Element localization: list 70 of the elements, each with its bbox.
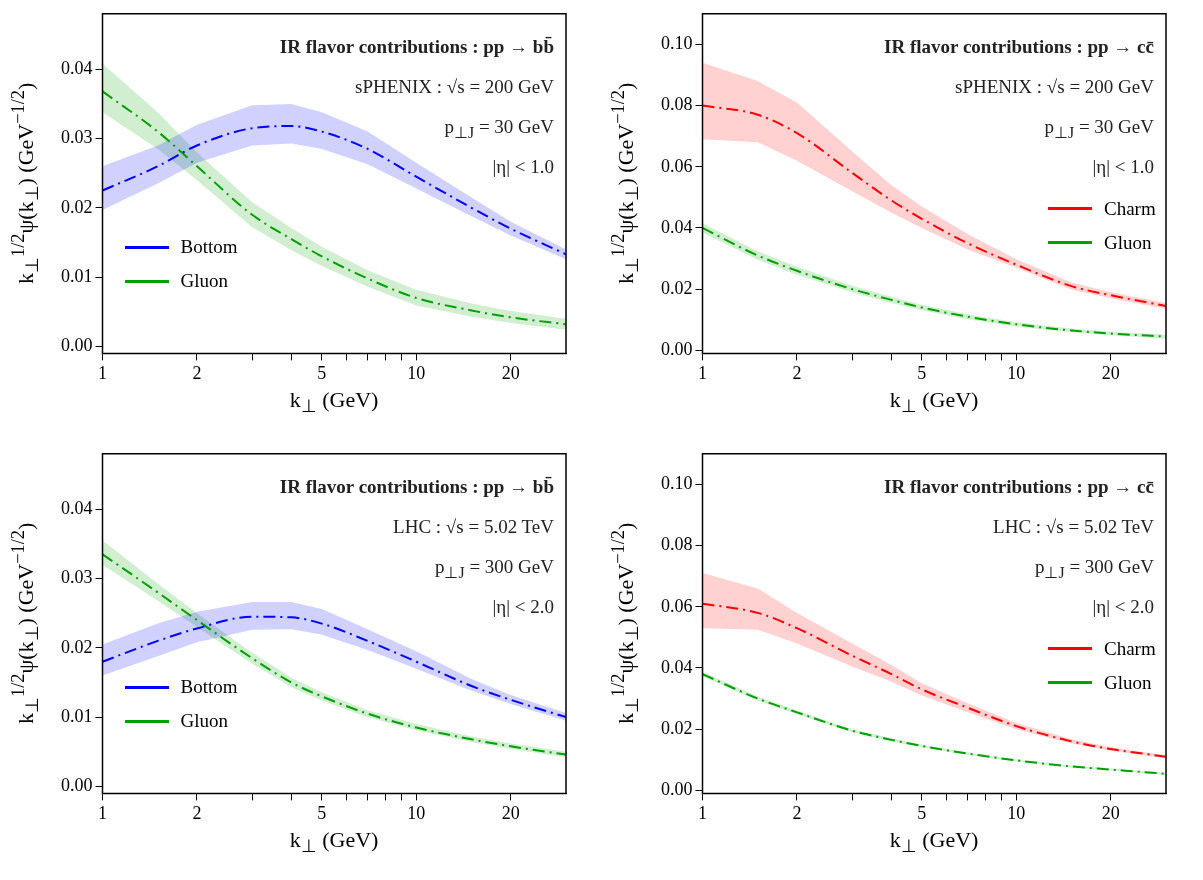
legend-label: Bottom	[180, 236, 238, 259]
x-tick-label: 2	[192, 802, 202, 823]
y-tick-label: 0.00	[661, 779, 693, 800]
legend-label: Charm	[1104, 197, 1156, 220]
x-tick-label: 2	[792, 362, 802, 383]
y-tick-label: 0.00	[61, 335, 93, 356]
legend-label: Charm	[1104, 637, 1156, 660]
x-tick-label: 20	[1101, 802, 1120, 823]
text: IR flavor contributions : pp → cc̄	[884, 35, 1154, 58]
x-tick-label: 5	[317, 802, 327, 823]
y-tick-label: 0.03	[61, 127, 93, 148]
annotation: LHC : √s = 5.02 TeV	[393, 515, 554, 538]
x-axis-title: k$_{⊥}$ (GeV)	[889, 827, 979, 858]
y-tick-label: 0.04	[661, 216, 693, 237]
y-tick-label: 0.06	[661, 155, 693, 176]
y-tick-label: 0.01	[61, 705, 93, 726]
y-tick-label: 0.10	[661, 473, 693, 494]
annotation: p$_{⊥J}$ = 300 GeV	[434, 555, 554, 582]
y-tick-label: 0.04	[61, 57, 93, 78]
legend-label: Gluon	[180, 270, 228, 293]
x-tick-label: 10	[407, 802, 426, 823]
y-tick-label: 0.02	[61, 636, 93, 657]
y-tick-label: 0.04	[661, 656, 693, 677]
text: IR flavor contributions : pp → cc̄	[884, 475, 1154, 498]
y-tick-label: 0.02	[61, 196, 93, 217]
x-tick-label: 10	[1007, 802, 1026, 823]
x-tick-label: 1	[698, 362, 707, 383]
annotation: p$_{⊥J}$ = 30 GeV	[1044, 115, 1154, 142]
text: IR flavor contributions : pp → bb̄	[279, 475, 554, 498]
annotation: sPHENIX : √s = 200 GeV	[955, 75, 1154, 98]
x-tick-label: 10	[407, 362, 426, 383]
y-tick-label: 0.03	[61, 567, 93, 588]
x-tick-label: 5	[917, 802, 927, 823]
annotation: p$_{⊥J}$ = 300 GeV	[1034, 555, 1154, 582]
text: IR flavor contributions : pp → bb̄	[279, 35, 554, 58]
x-tick-label: 2	[192, 362, 202, 383]
x-axis-title: k$_{⊥}$ (GeV)	[289, 387, 379, 418]
x-tick-label: 2	[792, 802, 802, 823]
x-tick-label: 5	[317, 362, 327, 383]
annotation: LHC : √s = 5.02 TeV	[993, 515, 1154, 538]
y-tick-label: 0.01	[61, 265, 93, 286]
y-tick-label: 0.00	[661, 339, 693, 360]
y-tick-label: 0.02	[661, 717, 693, 738]
y-tick-label: 0.04	[61, 497, 93, 518]
x-tick-label: 20	[501, 362, 520, 383]
annotation: sPHENIX : √s = 200 GeV	[355, 75, 554, 98]
legend-label: Gluon	[1104, 231, 1152, 254]
x-axis-title: k$_{⊥}$ (GeV)	[289, 827, 379, 858]
legend-label: Bottom	[180, 676, 238, 699]
x-tick-label: 20	[1101, 362, 1120, 383]
y-tick-label: 0.02	[661, 277, 693, 298]
y-tick-label: 0.08	[661, 94, 693, 115]
legend-label: Gluon	[1104, 671, 1152, 694]
x-tick-label: 10	[1007, 362, 1026, 383]
x-tick-label: 5	[917, 362, 927, 383]
x-tick-label: 20	[501, 802, 520, 823]
y-tick-label: 0.10	[661, 33, 693, 54]
annotation: |η| < 1.0	[492, 155, 554, 178]
x-tick-label: 1	[698, 802, 707, 823]
x-tick-label: 1	[98, 362, 107, 383]
y-tick-label: 0.00	[61, 775, 93, 796]
annotation: |η| < 2.0	[1092, 595, 1154, 618]
y-tick-label: 0.06	[661, 595, 693, 616]
x-tick-label: 1	[98, 802, 107, 823]
annotation: |η| < 2.0	[492, 595, 554, 618]
annotation: p$_{⊥J}$ = 30 GeV	[444, 115, 554, 142]
y-tick-label: 0.08	[661, 534, 693, 555]
annotation: |η| < 1.0	[1092, 155, 1154, 178]
legend-label: Gluon	[180, 710, 228, 733]
x-axis-title: k$_{⊥}$ (GeV)	[889, 387, 979, 418]
